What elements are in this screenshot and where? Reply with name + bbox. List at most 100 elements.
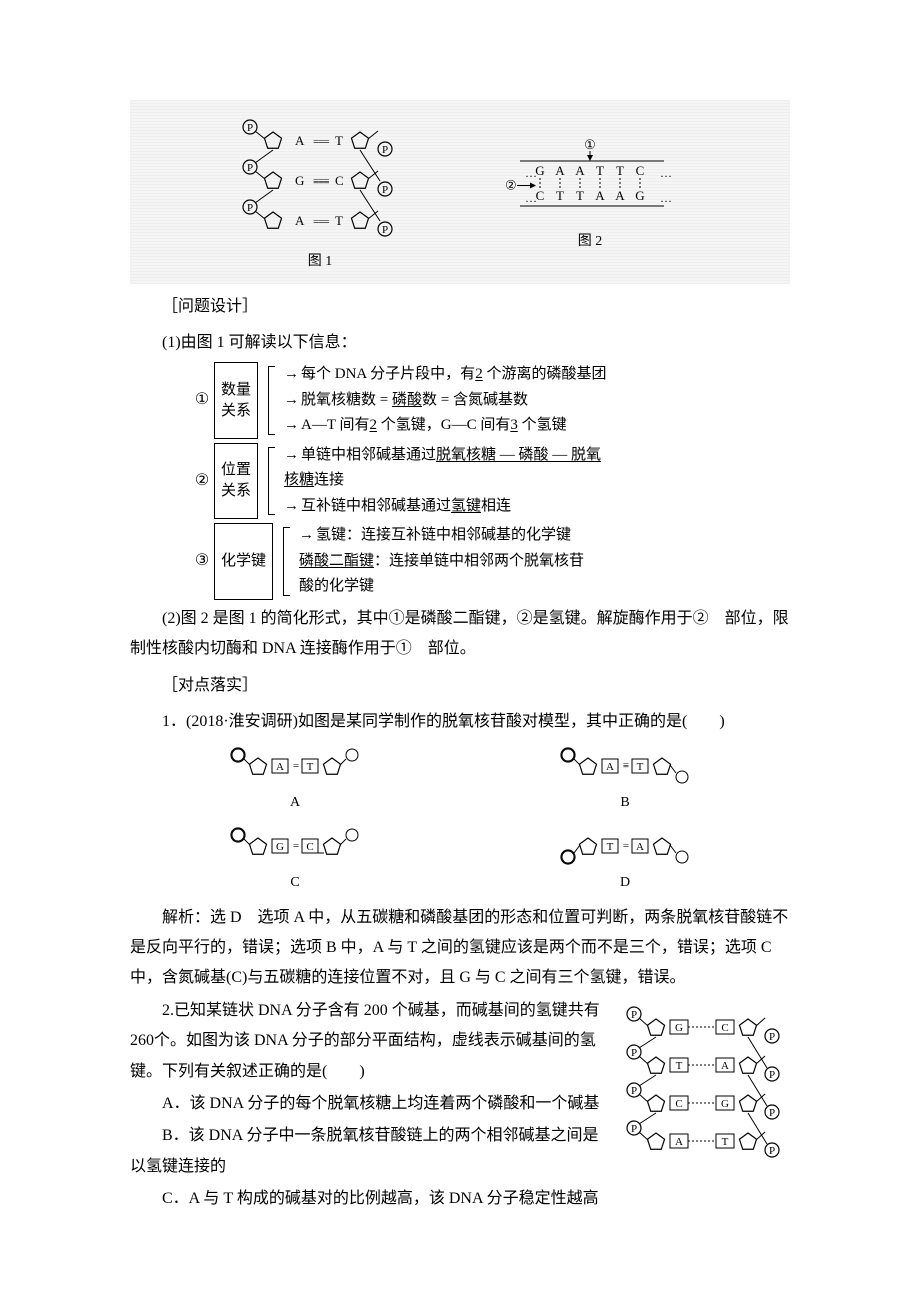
svg-text:…: …	[660, 166, 672, 180]
option-label: A	[290, 790, 300, 817]
svg-text:A: A	[606, 761, 614, 773]
svg-text:A: A	[575, 163, 585, 178]
svg-text:P: P	[769, 1031, 775, 1043]
svg-text:C: C	[675, 1098, 682, 1110]
option-label: B	[620, 790, 629, 817]
svg-text:①: ①	[584, 137, 596, 152]
svg-text:A: A	[721, 1060, 729, 1072]
svg-text:G: G	[295, 173, 304, 188]
svg-text:A: A	[295, 213, 305, 228]
svg-text:=: =	[293, 840, 299, 852]
svg-text:P: P	[382, 144, 388, 156]
svg-text:A: A	[675, 1136, 683, 1148]
svg-text:≡≡≡: ≡≡≡	[313, 176, 329, 188]
bracket-2-box: 位置 关系	[214, 443, 258, 520]
svg-text:G: G	[675, 1022, 683, 1034]
question-1-stem: 1．(2018·淮安调研)如图是某同学制作的脱氧核苷酸对模型，其中正确的是( )	[130, 707, 790, 737]
question-2-option-c: C．A 与 T 构成的碱基对的比例越高，该 DNA 分子稳定性越高	[130, 1184, 790, 1214]
svg-text:=: =	[623, 840, 629, 852]
svg-text:T: T	[607, 841, 614, 853]
figure-2: ……GCATATTATACG……①② 图 2	[495, 135, 685, 256]
bracket-line: 每个 DNA 分子片段中，有2 个游离的磷酸基团	[284, 362, 606, 388]
svg-text:P: P	[382, 224, 388, 236]
svg-text:G: G	[635, 188, 644, 203]
svg-text:A: A	[636, 841, 644, 853]
svg-text:A: A	[555, 163, 565, 178]
svg-text:P: P	[769, 1069, 775, 1081]
fig2-caption: 图 2	[578, 229, 603, 256]
option-c: G=CC	[220, 823, 370, 897]
svg-text:G: G	[276, 841, 284, 853]
svg-text:G: G	[721, 1098, 729, 1110]
question-2-figure: P G C P P T A P P C G P P A T P	[620, 1000, 790, 1171]
svg-text:C: C	[536, 188, 545, 203]
brace-icon	[262, 443, 280, 520]
svg-text:P: P	[247, 162, 253, 174]
svg-text:T: T	[676, 1060, 683, 1072]
problem-design-heading: ［问题设计］	[130, 292, 790, 322]
svg-text:P: P	[631, 1009, 637, 1021]
bracket-line: A—T 间有2 个氢键，G—C 间有3 个氢键	[284, 413, 606, 439]
fig1-svg: PA===TPPG≡≡≡CPPA===TP	[235, 115, 405, 245]
svg-text:P: P	[631, 1085, 637, 1097]
bracket-box-line: 数量	[221, 380, 251, 401]
bracket-line: 酸的化学键	[299, 574, 584, 600]
bracket-line: 氢键：连接互补链中相邻碱基的化学键	[299, 523, 584, 549]
fig2-svg: ……GCATATTATACG……①②	[495, 135, 685, 225]
svg-text:A: A	[595, 188, 605, 203]
bracket-1-box: 数量 关系	[214, 362, 258, 439]
bracket-2-num: ②	[190, 443, 214, 520]
option-label: D	[620, 870, 630, 897]
question-1-analysis: 解析：选 D 选项 A 中，从五碳糖和磷酸基团的形态和位置可判断，两条脱氧核苷酸…	[130, 903, 790, 994]
bracket-3-box: 化学键	[214, 523, 273, 600]
svg-text:===: ===	[313, 216, 329, 228]
svg-text:T: T	[307, 761, 314, 773]
brace-icon	[277, 523, 295, 600]
bracket-3: ③ 化学键 氢键：连接互补链中相邻碱基的化学键磷酸二酯键：连接单链中相邻两个脱氧…	[190, 523, 790, 600]
svg-text:T: T	[616, 163, 624, 178]
svg-text:T: T	[576, 188, 584, 203]
svg-text:P: P	[769, 1145, 775, 1157]
question-1-options: A=TAA≡TBG=CCT=AD	[130, 743, 790, 896]
option-label: C	[290, 870, 299, 897]
svg-text:T: T	[722, 1136, 729, 1148]
figure-block: PA===TPPG≡≡≡CPPA===TP 图 1 ……GCATATTATACG…	[130, 100, 790, 284]
svg-text:T: T	[335, 133, 343, 148]
bracket-box-line: 化学键	[221, 551, 266, 572]
bracket-1-num: ①	[190, 362, 214, 439]
svg-text:T: T	[637, 761, 644, 773]
option-a: A=TA	[220, 743, 370, 817]
bracket-line: 脱氧核糖数 = 磷酸数 = 含氮碱基数	[284, 388, 606, 414]
svg-text:P: P	[631, 1123, 637, 1135]
svg-text:===: ===	[313, 136, 329, 148]
brace-icon	[262, 362, 280, 439]
svg-text:P: P	[769, 1107, 775, 1119]
svg-text:G: G	[535, 163, 544, 178]
svg-text:T: T	[556, 188, 564, 203]
option-d: T = A D	[550, 823, 700, 897]
svg-text:P: P	[382, 184, 388, 196]
svg-text:T: T	[335, 213, 343, 228]
bracket-line: 核糖连接	[284, 468, 601, 494]
bracket-3-lines: 氢键：连接互补链中相邻碱基的化学键磷酸二酯键：连接单链中相邻两个脱氧核苷酸的化学…	[299, 523, 584, 600]
bracket-line: 互补链中相邻碱基通过氢键相连	[284, 494, 601, 520]
bracket-box-line: 关系	[221, 481, 251, 502]
fig1-caption: 图 1	[308, 249, 333, 276]
q1-intro: (1)由图 1 可解读以下信息：	[130, 328, 790, 358]
bracket-line: 单链中相邻碱基通过脱氧核糖 — 磷酸 — 脱氧	[284, 443, 601, 469]
svg-text:A: A	[276, 761, 284, 773]
svg-text:C: C	[721, 1022, 728, 1034]
bracket-3-num: ③	[190, 523, 214, 600]
bracket-2: ② 位置 关系 单链中相邻碱基通过脱氧核糖 — 磷酸 — 脱氧核糖连接互补链中相…	[190, 443, 790, 520]
bracket-1: ① 数量 关系 每个 DNA 分子片段中，有2 个游离的磷酸基团脱氧核糖数 = …	[190, 362, 790, 439]
bracket-line: 磷酸二酯键：连接单链中相邻两个脱氧核苷	[299, 549, 584, 575]
q2-text: (2)图 2 是图 1 的简化形式，其中①是磷酸二酯键，②是氢键。解旋酶作用于②…	[130, 604, 790, 665]
svg-text:C: C	[335, 173, 344, 188]
option-b: A ≡ T B	[550, 743, 700, 817]
svg-text:P: P	[631, 1047, 637, 1059]
svg-text:②: ②	[505, 178, 517, 193]
svg-text:≡: ≡	[623, 760, 629, 772]
svg-text:A: A	[295, 133, 305, 148]
svg-text:…: …	[660, 191, 672, 205]
svg-text:A: A	[615, 188, 625, 203]
